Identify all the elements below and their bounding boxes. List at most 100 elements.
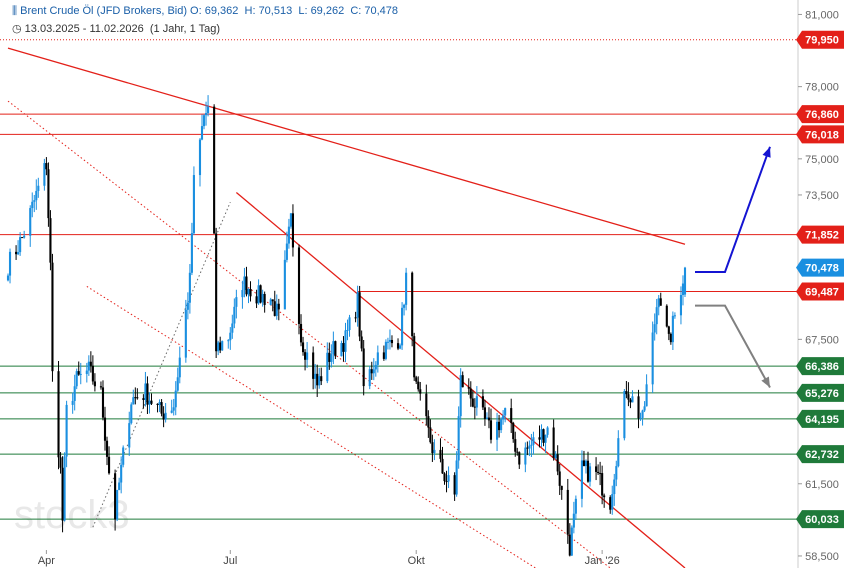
candle-body — [116, 489, 119, 520]
candle-body — [249, 289, 252, 297]
candle-body — [73, 386, 76, 401]
candle-body — [245, 276, 248, 295]
candle-body — [233, 306, 236, 324]
candle-body — [354, 317, 357, 319]
candle-body — [390, 339, 394, 344]
candle-body — [51, 262, 54, 372]
candle-body — [657, 298, 660, 308]
candle-body — [427, 416, 430, 428]
candle-body — [235, 297, 238, 307]
candle-body — [510, 408, 513, 423]
candle-body — [174, 390, 177, 408]
candle-body — [417, 381, 420, 390]
candle-body — [382, 352, 385, 359]
candle-body — [651, 332, 654, 385]
candle-body — [643, 406, 646, 411]
candle-body — [142, 398, 145, 400]
candle-body — [445, 481, 448, 483]
candle-body — [538, 437, 541, 440]
high-value: 70,513 — [258, 5, 293, 17]
candle-body — [552, 427, 555, 458]
candle-body — [500, 419, 503, 431]
candle-body — [231, 323, 234, 333]
candle-body — [257, 285, 260, 304]
candle-body — [673, 315, 676, 317]
candle-body — [360, 336, 363, 349]
candle-body — [186, 302, 189, 310]
candle-body — [566, 489, 569, 535]
candle-body — [485, 417, 489, 420]
y-axis: 81,000 79,950 78,000 76,860 76,018 75,000 73,5… — [796, 0, 844, 568]
candle-body — [455, 460, 458, 495]
candle-body — [33, 200, 36, 202]
candle-body — [160, 402, 163, 414]
candle-body — [459, 375, 462, 417]
candle-body — [370, 369, 373, 374]
candle-body — [372, 369, 375, 374]
candle-body — [259, 285, 262, 303]
candle-body — [316, 373, 319, 386]
candle-body — [595, 466, 598, 472]
candle-body — [43, 163, 46, 186]
candle-body — [665, 305, 668, 327]
candle-body — [524, 447, 527, 465]
candle-body — [271, 299, 274, 302]
y-tick-label: 67,500 — [805, 334, 839, 346]
candle-body — [273, 301, 276, 316]
candle-body — [23, 235, 26, 238]
candle-body — [489, 420, 493, 440]
y-tick-label: 75,000 — [805, 154, 839, 166]
candle-body — [346, 329, 349, 331]
candle-body — [495, 421, 499, 440]
candle-body — [502, 415, 505, 420]
candle-body — [512, 422, 515, 440]
candle-body — [85, 370, 88, 374]
candle-body — [368, 369, 371, 387]
bearish-arrowhead — [761, 376, 770, 388]
candle-body — [29, 208, 32, 236]
candle-body — [615, 466, 618, 480]
chart-type-icon[interactable]: ⫼ — [12, 5, 18, 17]
price-tag — [796, 357, 844, 376]
price-tag-label: 76,018 — [805, 129, 839, 141]
price-tag-label: 64,195 — [805, 414, 839, 426]
bullish-arrowhead — [762, 146, 771, 158]
candle-body — [132, 397, 135, 405]
candle-body — [457, 416, 460, 461]
candle-body — [586, 460, 590, 482]
chart-header: ⫼ Brent Crude Öl (JFD Brokers, Bid) O: 6… — [12, 5, 399, 17]
candle-body — [582, 460, 586, 467]
candle-body — [200, 126, 204, 140]
candle-body — [204, 113, 208, 116]
candle-body — [429, 427, 432, 443]
price-tag — [796, 282, 844, 301]
candle-body — [320, 376, 323, 382]
candle-body — [215, 233, 218, 352]
candle-body — [572, 513, 575, 528]
candle-body — [79, 373, 82, 375]
candle-body — [597, 471, 600, 474]
candle-body — [376, 352, 379, 365]
candle-body — [45, 163, 48, 170]
candle-body — [574, 498, 577, 514]
candle-body — [386, 341, 389, 343]
candle-body — [413, 336, 416, 378]
candle-body — [287, 226, 290, 244]
candle-body — [453, 475, 456, 495]
candle-body — [461, 375, 464, 388]
candle-body — [57, 371, 60, 458]
candle-body — [544, 434, 547, 443]
y-tick-label: 73,500 — [805, 190, 839, 202]
candle-body — [47, 169, 50, 219]
y-tick-label: 78,000 — [805, 82, 839, 94]
candle-body — [213, 106, 216, 234]
price-tag-label: 71,852 — [805, 230, 839, 242]
candle-body — [384, 341, 387, 359]
y-tick-label: 61,500 — [805, 479, 839, 491]
candle-body — [374, 364, 377, 370]
price-tag — [796, 125, 844, 144]
price-tag-label: 62,732 — [805, 449, 839, 461]
candle-body — [645, 384, 648, 407]
candle-body — [401, 307, 404, 346]
